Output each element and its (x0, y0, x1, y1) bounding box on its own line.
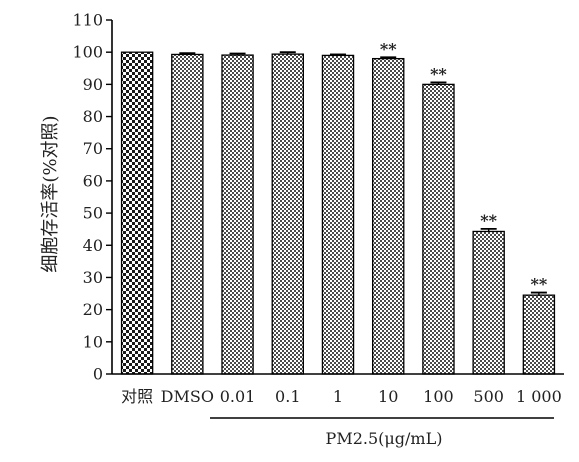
x-tick-label: 100 (423, 387, 454, 406)
y-tick-label: 30 (83, 268, 103, 287)
x-tick-label: 0.1 (275, 387, 300, 406)
y-tick-label: 90 (83, 75, 103, 94)
y-tick-label: 100 (72, 43, 103, 62)
bar (120, 51, 154, 375)
y-tick-label: 20 (83, 300, 103, 319)
significance-marker: ** (380, 39, 397, 58)
bar (171, 53, 204, 375)
y-tick-label: 40 (83, 236, 103, 255)
bar (321, 54, 355, 375)
significance-marker: ** (430, 64, 447, 83)
y-axis: 0 10 20 30 40 50 60 70 80 90 100 110 (72, 11, 113, 384)
bar (472, 230, 505, 375)
pm25-group-label: PM2.5(μg/mL) (326, 429, 443, 448)
bar (221, 54, 254, 375)
x-tick-label: 1 000 (516, 387, 562, 406)
significance-marker: ** (480, 211, 497, 230)
y-tick-label: 0 (93, 365, 103, 384)
y-tick-label: 10 (83, 332, 103, 351)
y-tick-label: 60 (83, 171, 103, 190)
bar (422, 83, 455, 375)
y-tick-label: 50 (83, 204, 103, 223)
bar (271, 53, 304, 375)
x-tick-label: 1 (333, 387, 343, 406)
x-tick-label: 10 (378, 387, 398, 406)
x-tick-label: 对照 (121, 387, 153, 406)
x-tick-label: 500 (473, 387, 504, 406)
bar (522, 294, 556, 375)
bars: ** ** ** ** (120, 39, 556, 375)
y-axis-title: 细胞存活率(%对照) (40, 115, 61, 272)
x-tick-label: 0.01 (220, 387, 256, 406)
bar (372, 57, 405, 375)
x-tick-label: DMSO (161, 387, 214, 406)
x-axis: 对照 DMSO 0.01 0.1 1 10 100 500 1 000 (112, 373, 564, 406)
y-tick-label: 80 (83, 107, 103, 126)
y-tick-label: 110 (72, 11, 103, 30)
y-tick-label: 70 (83, 139, 103, 158)
significance-marker: ** (531, 275, 548, 294)
